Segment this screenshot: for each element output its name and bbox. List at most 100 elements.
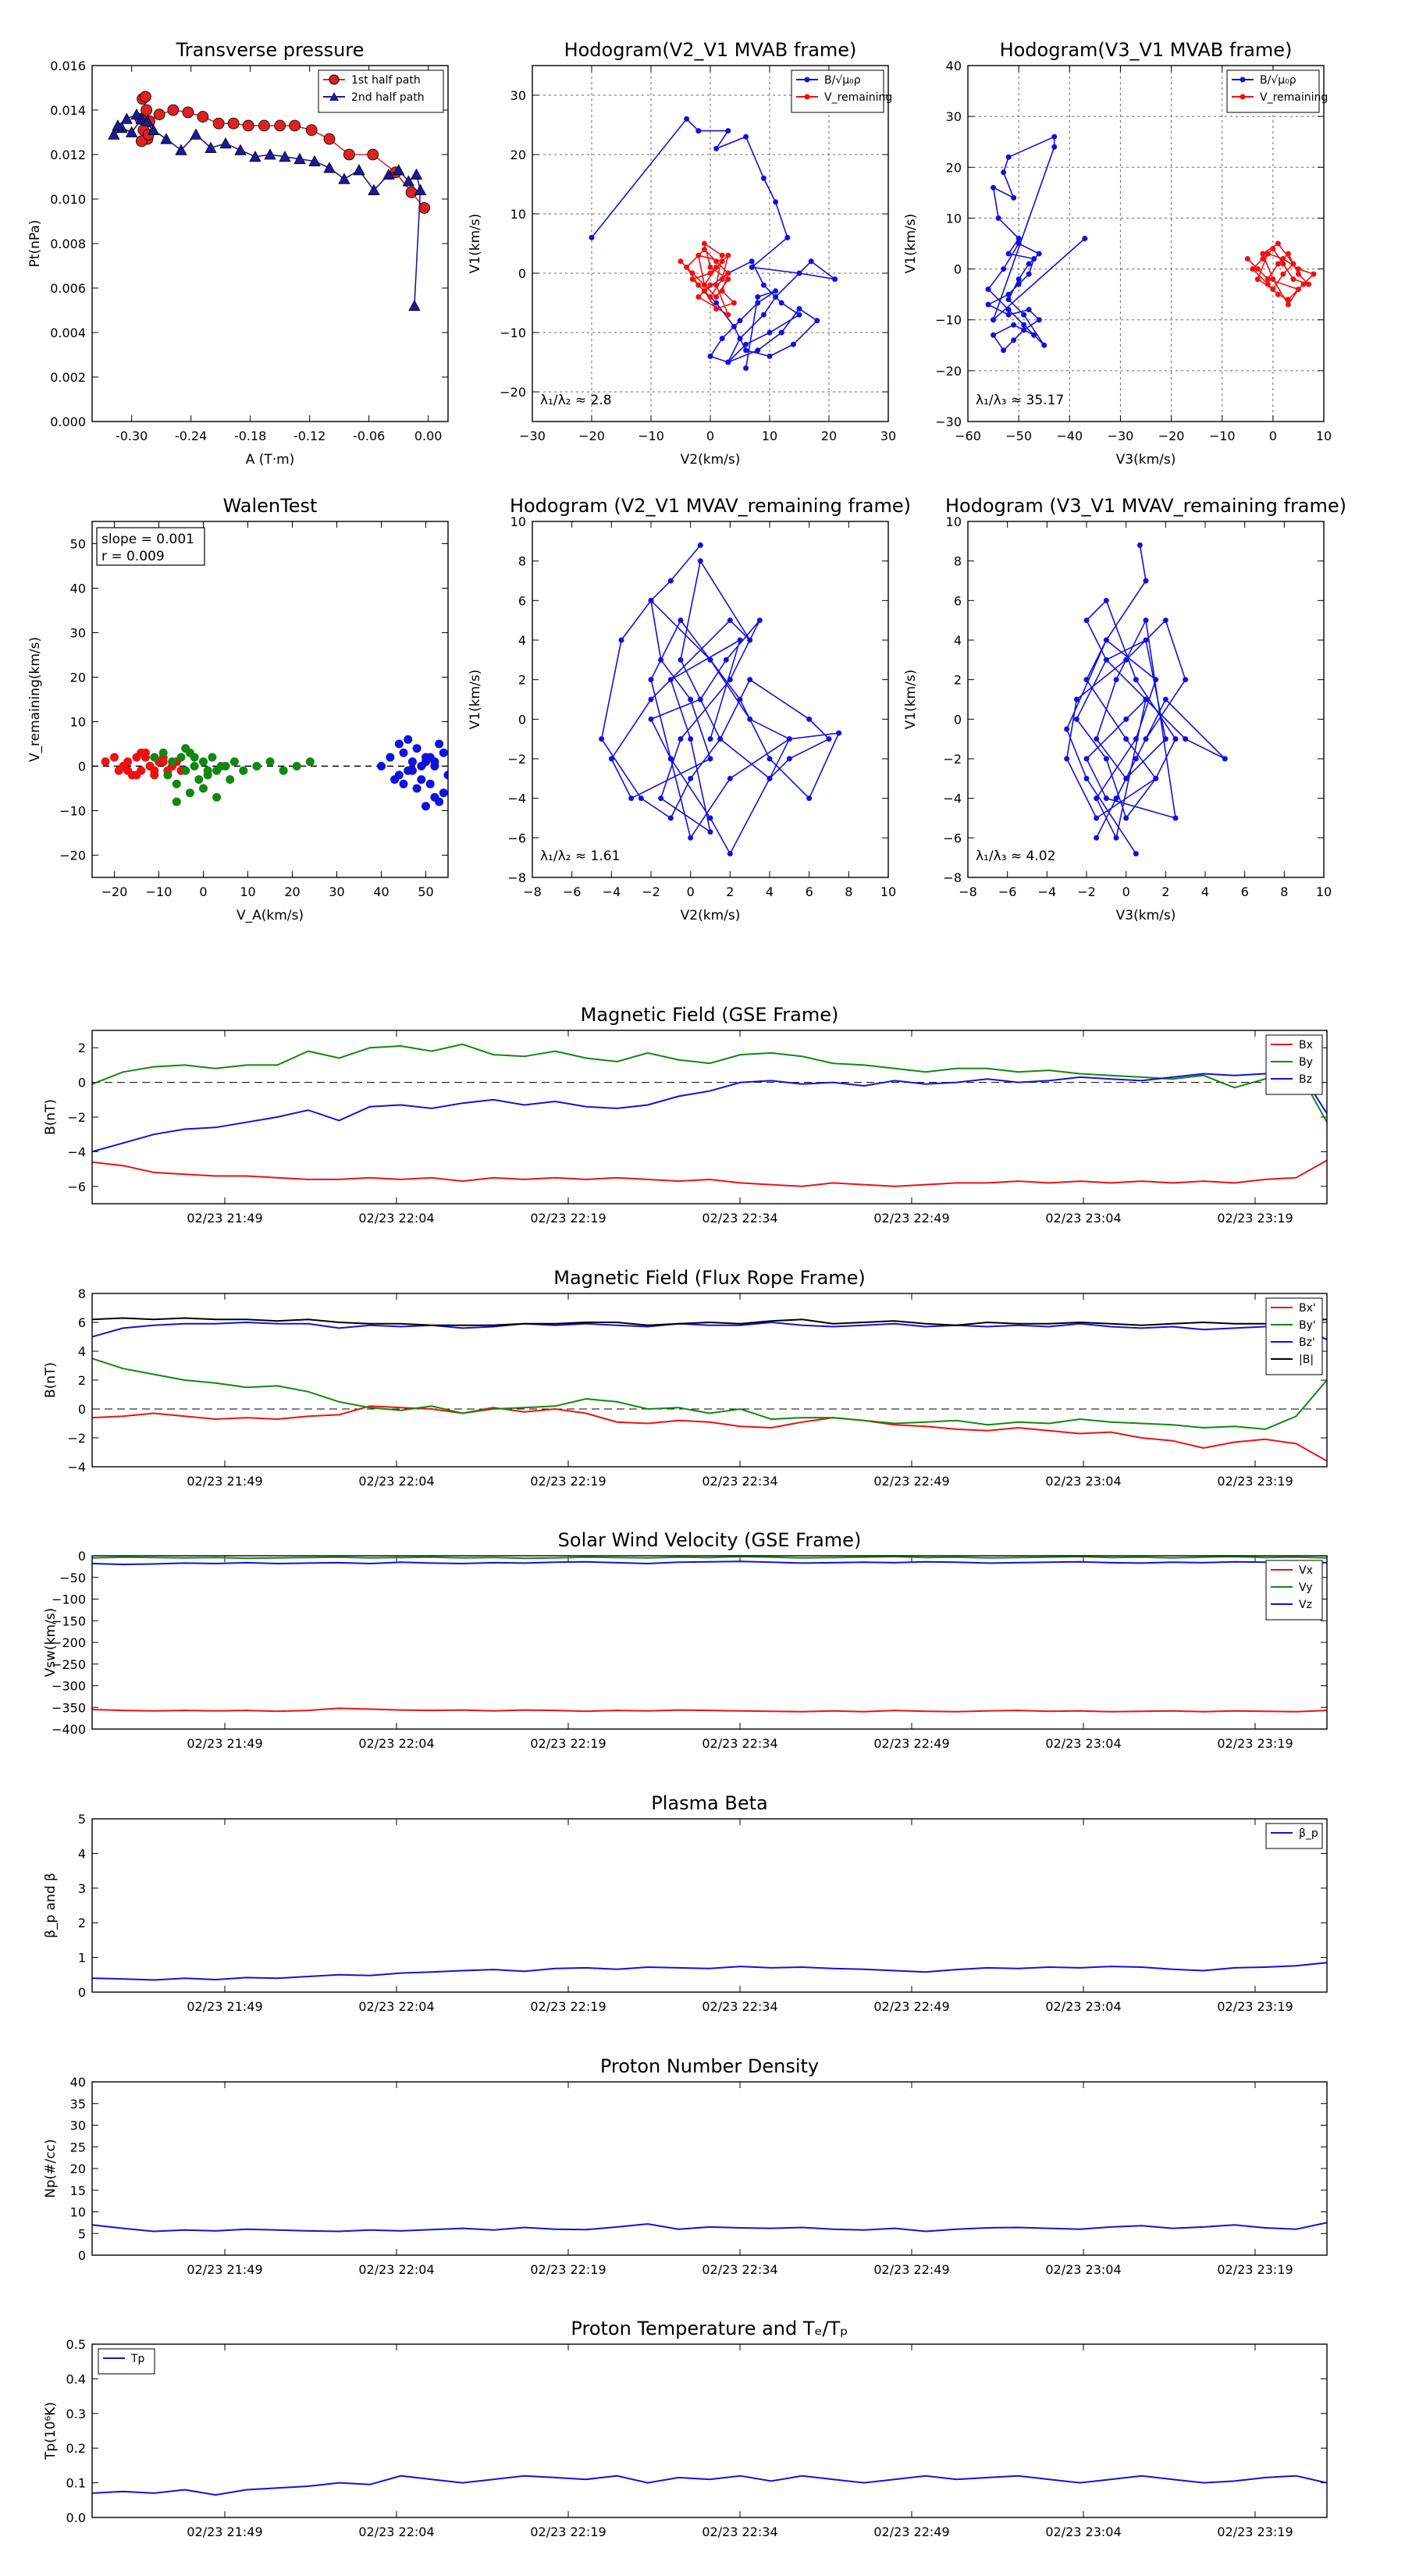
x-tick-label: −10 <box>146 884 173 899</box>
data-point <box>695 252 702 258</box>
data-point <box>412 784 422 793</box>
plot-area <box>92 1556 1327 1713</box>
x-tick-label: 02/23 22:49 <box>873 1736 949 1751</box>
x-tick-label: 02/23 22:04 <box>358 2524 434 2539</box>
data-point <box>991 332 997 338</box>
chart-title: Transverse pressure <box>176 39 365 61</box>
x-tick-label: 0 <box>1269 429 1277 443</box>
chart-title: Hodogram(V3_V1 MVAB frame) <box>1000 39 1293 61</box>
x-tick-label: 4 <box>1201 884 1209 899</box>
data-point <box>158 748 168 757</box>
data-point <box>190 762 199 770</box>
data-point <box>1083 756 1090 762</box>
x-tick-label: −40 <box>1056 429 1083 443</box>
data-point <box>1082 235 1088 241</box>
x-tick-label: −20 <box>578 429 605 443</box>
chart-title: Magnetic Field (GSE Frame) <box>581 1004 839 1026</box>
data-point <box>725 270 731 276</box>
y-tick-label: 0 <box>78 1549 86 1564</box>
data-point <box>203 766 212 775</box>
y-tick-label: −2 <box>943 752 962 767</box>
data-point <box>422 802 430 811</box>
y-tick-label: −4 <box>67 1144 86 1159</box>
y-tick-label: 2 <box>78 1373 86 1388</box>
data-point <box>1103 656 1109 663</box>
chart-walen: WalenTest −20 −10 0 10 20 30 40 50 −20 −10 0 10 20 30 4… <box>27 495 449 923</box>
legend-label: Bx <box>1299 1039 1313 1051</box>
legend: 1st half path 2nd half path <box>318 69 444 113</box>
series-line <box>92 2475 1327 2496</box>
data-point <box>1094 795 1100 802</box>
data-point <box>182 106 194 119</box>
data-point <box>1094 815 1100 821</box>
data-point <box>1103 795 1109 802</box>
legend-label: Bz' <box>1299 1336 1315 1349</box>
data-point <box>667 677 674 683</box>
data-point <box>1275 261 1281 267</box>
data-point <box>1113 834 1119 841</box>
legend-marker <box>1240 76 1246 83</box>
data-point <box>1133 736 1139 742</box>
data-point <box>123 757 133 767</box>
data-point <box>1264 281 1271 287</box>
data-point <box>1183 736 1189 742</box>
data-point <box>418 201 430 214</box>
y-tick-label: 40 <box>70 582 86 596</box>
data-point <box>1136 542 1143 548</box>
x-axis-label: A (T·m) <box>246 452 295 468</box>
data-point <box>1103 597 1109 603</box>
data-point <box>608 756 614 762</box>
y-tick-label: 0.006 <box>50 281 86 296</box>
data-point <box>1094 736 1100 742</box>
y-tick-label: 4 <box>518 633 526 648</box>
legend-label: B/√μ₀ρ <box>1260 74 1297 87</box>
x-tick-label: 40 <box>373 884 389 899</box>
series-line <box>92 1357 1327 1430</box>
x-tick-label: 30 <box>329 884 344 899</box>
data-point <box>1254 276 1261 283</box>
annotation-text: λ₁/λ₃ ≈ 35.17 <box>976 393 1064 408</box>
data-point <box>1083 617 1090 624</box>
data-point <box>719 258 725 265</box>
data-point <box>826 736 832 742</box>
data-point <box>697 542 703 548</box>
legend-box <box>318 69 444 113</box>
x-tick-label: -0.12 <box>293 429 325 443</box>
legend-label: Bx' <box>1299 1302 1316 1315</box>
plot-area <box>985 133 1317 354</box>
data-point <box>688 696 694 703</box>
data-point <box>139 91 151 103</box>
y-tick-label: −20 <box>935 364 962 379</box>
x-tick-label: 0 <box>199 884 207 899</box>
series-line <box>600 544 841 856</box>
y-tick-label: −350 <box>52 1700 86 1715</box>
data-point <box>1083 677 1090 683</box>
x-axis-label: V2(km/s) <box>681 908 741 923</box>
x-tick-label: 0 <box>687 884 695 899</box>
y-tick-label: 0.1 <box>66 2476 86 2491</box>
data-point <box>725 252 731 258</box>
data-point <box>1041 342 1048 348</box>
data-point <box>995 215 1001 221</box>
x-tick-label: 02/23 22:49 <box>873 2262 949 2277</box>
y-tick-label: 0.004 <box>50 326 86 340</box>
annotation-text: λ₁/λ₃ ≈ 4.02 <box>976 849 1055 864</box>
y-axis-label: Np(#/cc) <box>43 2139 59 2197</box>
x-tick-label: −30 <box>1108 429 1134 443</box>
x-tick-label: 6 <box>806 884 813 899</box>
data-point <box>1031 256 1037 262</box>
x-tick-label: 6 <box>1241 884 1249 899</box>
x-tick-label: 02/23 22:34 <box>702 1211 777 1226</box>
data-point <box>773 288 779 294</box>
annotation-box <box>96 527 205 566</box>
chart-bgse: Magnetic Field (GSE Frame) −6 −4 −2 0 2 02/23 … <box>43 1004 1328 1226</box>
y-tick-label: 4 <box>78 1846 86 1861</box>
data-point <box>707 656 713 663</box>
data-point <box>323 133 336 145</box>
data-point <box>1285 301 1291 308</box>
data-point <box>760 311 767 318</box>
x-tick-label: 02/23 22:04 <box>358 1474 434 1489</box>
data-point <box>1021 311 1027 318</box>
data-point <box>648 597 654 603</box>
data-point <box>130 108 143 120</box>
